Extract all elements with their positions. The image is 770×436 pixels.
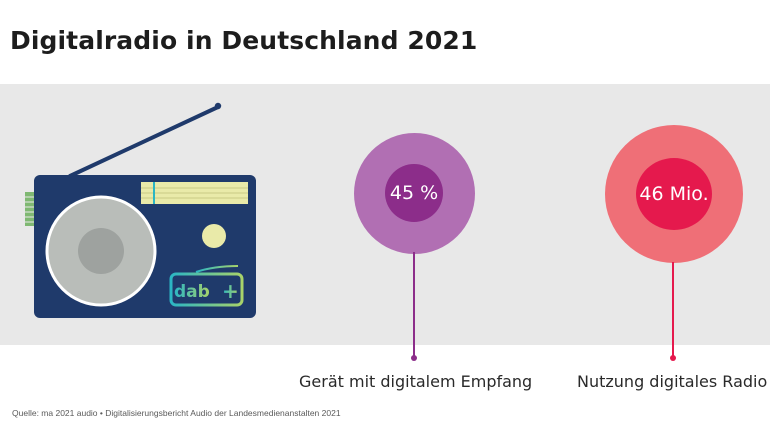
- stat-connector-line: [672, 262, 674, 357]
- stat-value: 46 Mio.: [639, 183, 709, 205]
- tuner-scale: [141, 182, 248, 204]
- stat-value: 45 %: [389, 182, 439, 204]
- dab-logo: dab +: [169, 265, 244, 307]
- stat-connector-dot: [411, 355, 417, 361]
- tuning-knob: [202, 224, 226, 248]
- stat-label: Nutzung digitales Radio: [577, 372, 768, 391]
- page-title: Digitalradio in Deutschland 2021: [10, 26, 478, 55]
- stat-connector-line: [413, 252, 415, 357]
- antenna: [68, 102, 222, 178]
- side-grip: [25, 192, 35, 226]
- speaker: [45, 195, 157, 307]
- source-note: Quelle: ma 2021 audio • Digitalisierungs…: [12, 408, 341, 418]
- stat-label: Gerät mit digitalem Empfang: [299, 372, 533, 391]
- stat-inner-circle: 46 Mio.: [636, 158, 712, 230]
- stat-connector-dot: [670, 355, 676, 361]
- svg-text:+: +: [222, 279, 239, 303]
- radio-illustration: dab +: [25, 102, 256, 318]
- stat-inner-circle: 45 %: [385, 164, 443, 222]
- dab-logo-text: dab: [174, 282, 210, 302]
